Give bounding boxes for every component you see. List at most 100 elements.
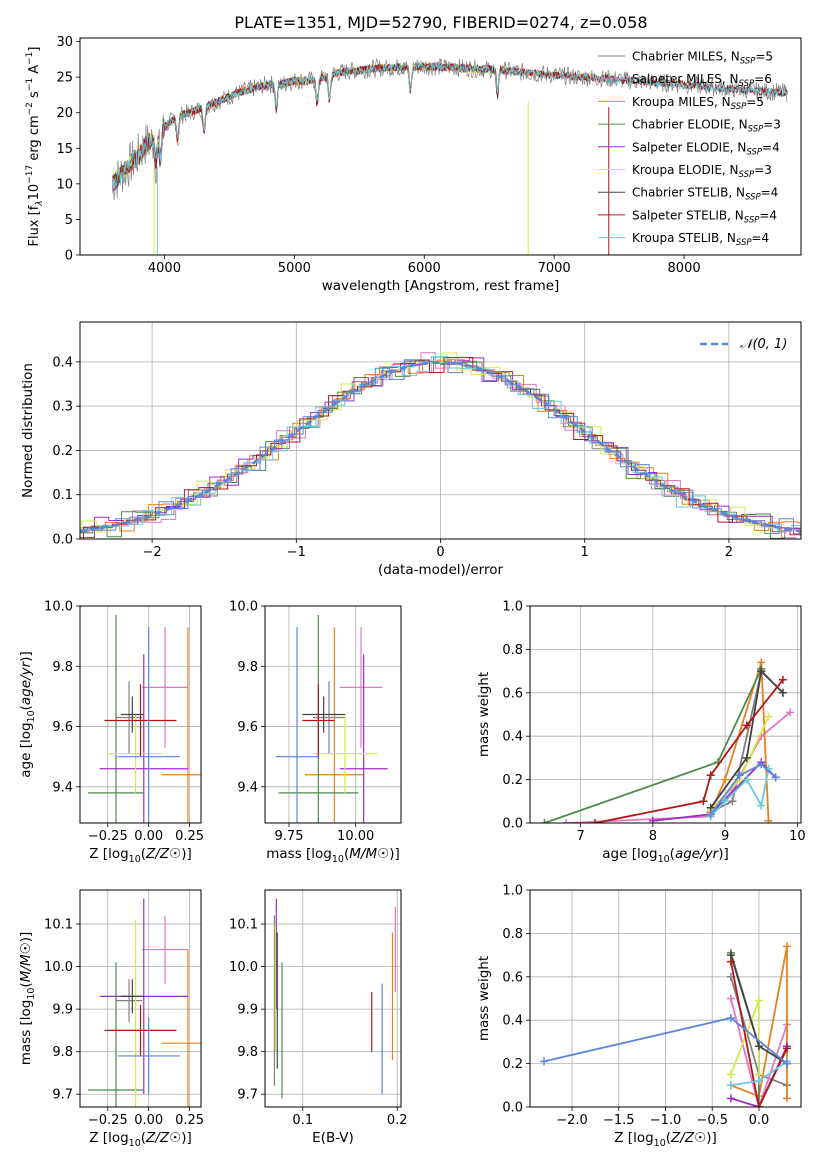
y-tick-label: 10.0 bbox=[229, 960, 258, 975]
weight-marker bbox=[786, 708, 795, 717]
label-part: Flux [f bbox=[27, 205, 42, 246]
weight-line bbox=[730, 946, 788, 1099]
x-tick-label: 0.25 bbox=[175, 829, 204, 844]
weight-marker bbox=[782, 1059, 791, 1068]
x-tick-label: −2.0 bbox=[556, 1113, 588, 1128]
label-part: Z [log bbox=[89, 846, 128, 862]
weight-marker bbox=[540, 819, 549, 823]
weight-marker bbox=[726, 1014, 735, 1023]
legend-label: Chabrier MILES, NSSP=5 bbox=[632, 50, 773, 67]
errorbar-series bbox=[275, 615, 388, 823]
label-italic: age/yr bbox=[18, 660, 34, 705]
figure-content: PLATE=1351, MJD=52790, FIBERID=0274, z=0… bbox=[18, 13, 806, 1149]
legend-value: =4 bbox=[752, 231, 770, 245]
x-tick-label: 0.00 bbox=[134, 829, 163, 844]
y-tick-label: 1.0 bbox=[502, 600, 523, 615]
legend-subscript: SSP bbox=[746, 147, 762, 157]
label-part: ( bbox=[141, 846, 146, 862]
weight-marker bbox=[757, 801, 766, 810]
y-tick-label: 9.6 bbox=[237, 720, 258, 735]
label-part: )] bbox=[718, 846, 729, 862]
label-subscript: 10 bbox=[332, 854, 344, 865]
legend-name: Salpeter MILES, N bbox=[632, 72, 739, 86]
x-tick-label: 0.2 bbox=[387, 1113, 408, 1128]
legend-value: =3 bbox=[754, 163, 772, 177]
weight-marker bbox=[735, 771, 744, 780]
label-subscript: 10 bbox=[658, 854, 670, 865]
y-tick-label: 9.9 bbox=[237, 1003, 258, 1018]
label-superscript: −1 bbox=[25, 78, 35, 91]
label-part: ] bbox=[27, 47, 42, 52]
weight-marker bbox=[721, 797, 730, 806]
x-tick-label: 6000 bbox=[408, 261, 441, 276]
y-tick-label: 10 bbox=[56, 177, 73, 192]
weight-marker bbox=[726, 994, 735, 1003]
y-axis-label: mass weight bbox=[476, 672, 492, 757]
label-part: )] bbox=[389, 846, 400, 862]
y-tick-label: 0.0 bbox=[502, 817, 523, 832]
label-superscript: −2 bbox=[25, 102, 35, 115]
y-tick-label: 9.9 bbox=[52, 1003, 73, 1018]
weight-marker bbox=[754, 996, 763, 1005]
weight-vs-Z-frame bbox=[529, 889, 802, 1108]
y-tick-label: 0.2 bbox=[502, 773, 523, 788]
y-tick-label: 10.0 bbox=[229, 600, 258, 615]
legend-value: =5 bbox=[746, 95, 764, 109]
label-italic: Z/Z☉ bbox=[145, 846, 181, 862]
legend-label: Kroupa MILES, NSSP=5 bbox=[632, 95, 764, 112]
y-tick-label: 10.0 bbox=[44, 600, 73, 615]
weight-marker bbox=[726, 1094, 735, 1103]
label-part: )] bbox=[706, 1130, 717, 1146]
spectrum-line bbox=[112, 62, 788, 194]
weight-marker bbox=[782, 1044, 791, 1053]
label-part: erg cm bbox=[27, 115, 42, 164]
axes-age-vs-Z: −0.25 0.00 0.25 9.4 9.6 9.8 10.0 bbox=[44, 600, 204, 845]
x-tick-label: 10.00 bbox=[337, 829, 374, 844]
weight-marker bbox=[699, 797, 708, 806]
label-part: Z [log bbox=[614, 1130, 653, 1146]
legend-name: Kroupa ELODIE, N bbox=[632, 163, 739, 177]
y-tick-label: 0.4 bbox=[502, 1014, 523, 1029]
y-tick-label: 9.8 bbox=[52, 1045, 73, 1060]
weight-line bbox=[709, 669, 784, 809]
weight-series bbox=[540, 658, 795, 823]
y-tick-label: 9.4 bbox=[52, 780, 73, 795]
histogram-step bbox=[80, 356, 801, 532]
label-italic: Z/Z☉ bbox=[670, 1130, 706, 1146]
y-tick-label: 9.7 bbox=[52, 1088, 73, 1103]
axes-mass-vs-EBV: 0.1 0.2 9.7 9.8 9.9 10.0 10.1 bbox=[229, 890, 408, 1128]
label-part: ( bbox=[670, 846, 675, 862]
legend-value: =5 bbox=[755, 50, 773, 64]
weight-line bbox=[709, 662, 770, 821]
label-part: ( bbox=[141, 1130, 146, 1146]
x-tick-label: 2 bbox=[725, 545, 733, 560]
x-axis-label: age [log10(age/yr)] bbox=[602, 846, 728, 865]
y-tick-label: 0.8 bbox=[502, 927, 523, 942]
legend-subscript: SSP bbox=[739, 170, 755, 180]
weight-marker bbox=[706, 771, 715, 780]
x-tick-label: 5000 bbox=[278, 261, 311, 276]
y-tick-label: 0.2 bbox=[52, 444, 73, 459]
y-tick-label: 10.0 bbox=[44, 960, 73, 975]
y-tick-label: 20 bbox=[56, 106, 73, 121]
label-subscript: 10 bbox=[654, 1138, 666, 1149]
x-axis-label: E(B-V) bbox=[312, 1130, 354, 1146]
weight-marker bbox=[764, 816, 773, 823]
weight-vs-age-frame bbox=[529, 605, 802, 824]
legend-subscript: SSP bbox=[744, 215, 760, 225]
legend-label: 𝒩(0, 1) bbox=[740, 337, 787, 352]
y-tick-label: 0.8 bbox=[502, 643, 523, 658]
label-part: )] bbox=[181, 846, 192, 862]
y-tick-label: 9.7 bbox=[237, 1088, 258, 1103]
weight-marker bbox=[782, 942, 791, 951]
mass-vs-EBV-frame bbox=[264, 889, 402, 1108]
legend-subscript: SSP bbox=[736, 238, 752, 248]
legend-value: =4 bbox=[762, 140, 780, 154]
weight-marker bbox=[728, 797, 737, 806]
legend-subscript: SSP bbox=[745, 193, 761, 203]
label-part: ( bbox=[344, 846, 349, 862]
y-tick-label: 0 bbox=[65, 249, 73, 264]
legend-value: =4 bbox=[759, 208, 777, 222]
weight-line bbox=[709, 763, 777, 815]
